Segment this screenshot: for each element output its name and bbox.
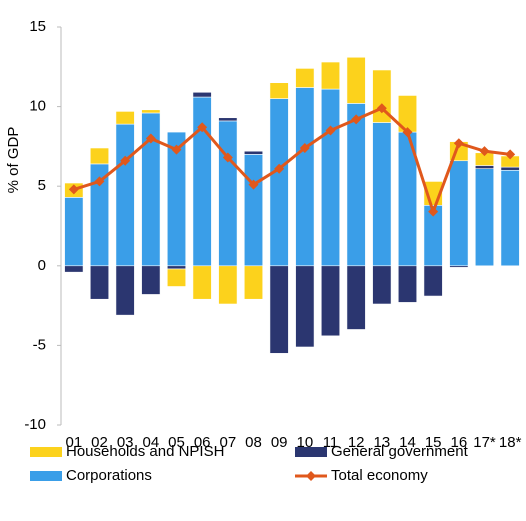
y-tick-label: 10: [29, 98, 46, 115]
line-marker: [68, 184, 79, 195]
bar-segment: [372, 122, 392, 267]
bar-segment: [243, 150, 264, 155]
bar-segment: [449, 160, 469, 267]
bar-segment: [474, 168, 495, 267]
bar-segment: [269, 98, 289, 267]
bar-segment: [346, 265, 366, 330]
x-tick-label: 10: [296, 434, 313, 451]
x-tick-label: 12: [348, 434, 365, 451]
bar-segment: [320, 265, 341, 337]
bar-segment: [218, 120, 238, 267]
x-tick-label: 16: [450, 434, 467, 451]
line-marker: [479, 146, 490, 157]
bar-segment: [346, 103, 366, 267]
x-tick-label: 06: [194, 434, 211, 451]
y-tick-label: 5: [38, 177, 46, 194]
bar-segment: [115, 265, 135, 316]
bar-segment: [89, 265, 110, 300]
y-tick-label: -10: [24, 416, 46, 433]
x-tick-label: 07: [219, 434, 236, 451]
bar-segment: [89, 147, 110, 165]
line-marker: [402, 127, 413, 138]
legend-swatch: [30, 447, 62, 457]
legend-swatch: [30, 471, 62, 481]
bar-segment: [141, 265, 161, 295]
line-marker: [453, 138, 464, 149]
bar-segment: [218, 265, 238, 305]
bar-segment: [295, 68, 315, 88]
bar-segment: [218, 117, 238, 122]
line-marker: [299, 142, 310, 153]
line-marker: [248, 179, 259, 190]
x-tick-label: 11: [323, 434, 339, 451]
bar-segment: [320, 61, 341, 90]
legend-label: Households and NPISH: [66, 443, 224, 460]
bar-segment: [500, 169, 520, 267]
line-marker: [274, 163, 285, 174]
bar-segment: [115, 111, 135, 125]
bar-segment: [115, 123, 135, 267]
line-marker: [145, 133, 156, 144]
bar-segment: [141, 109, 161, 114]
bar-segment: [166, 268, 187, 287]
line-marker: [171, 144, 182, 155]
bar-segment: [269, 265, 289, 354]
line-marker: [351, 114, 362, 125]
line-marker: [197, 122, 208, 133]
bar-segment: [243, 265, 264, 300]
x-tick-label: 04: [142, 434, 159, 451]
x-tick-label: 14: [399, 434, 416, 451]
bar-segment: [269, 82, 289, 99]
bar-segment: [295, 265, 315, 348]
bar-segment: [192, 265, 212, 300]
y-tick-label: 15: [29, 18, 46, 35]
bar-segment: [320, 88, 341, 267]
legend-swatch: [295, 447, 327, 457]
bar-segment: [64, 265, 84, 273]
x-tick-label: 09: [271, 434, 288, 451]
legend-label: Corporations: [66, 467, 152, 484]
line-marker: [222, 152, 233, 163]
bar-segment: [423, 265, 443, 297]
bar-segment: [243, 154, 264, 267]
x-tick-label: 08: [245, 434, 262, 451]
x-tick-label: 03: [117, 434, 134, 451]
x-tick-label: 02: [91, 434, 108, 451]
x-tick-label: 15: [425, 434, 442, 451]
x-tick-label: 17*: [473, 434, 496, 451]
bar-segment: [500, 166, 520, 171]
y-axis-label: % of GDP: [5, 127, 22, 194]
bar-segment: [192, 91, 212, 98]
bar-segment: [166, 265, 187, 270]
bar-segment: [295, 87, 315, 267]
line-marker: [94, 176, 105, 187]
line: [73, 106, 511, 217]
bar-segment: [397, 265, 418, 303]
bar-segment: [474, 165, 495, 169]
line-marker: [505, 149, 516, 160]
line-marker: [120, 155, 131, 166]
x-tick-label: 18*: [499, 434, 522, 451]
bar-segment: [372, 265, 392, 305]
y-tick-label: -5: [33, 336, 46, 353]
x-tick-label: 05: [168, 434, 185, 451]
line-marker: [428, 206, 439, 217]
legend-label: General government: [331, 443, 469, 460]
x-tick-label: 01: [65, 434, 82, 451]
line-marker: [325, 125, 336, 136]
bar-segment: [346, 56, 366, 104]
y-tick-label: 0: [38, 257, 46, 274]
bar-segment: [64, 197, 84, 267]
x-tick-label: 13: [373, 434, 390, 451]
line-marker: [376, 103, 387, 114]
bar-segment: [449, 265, 469, 268]
legend-swatch: [306, 471, 316, 481]
legend-label: Total economy: [331, 467, 428, 484]
